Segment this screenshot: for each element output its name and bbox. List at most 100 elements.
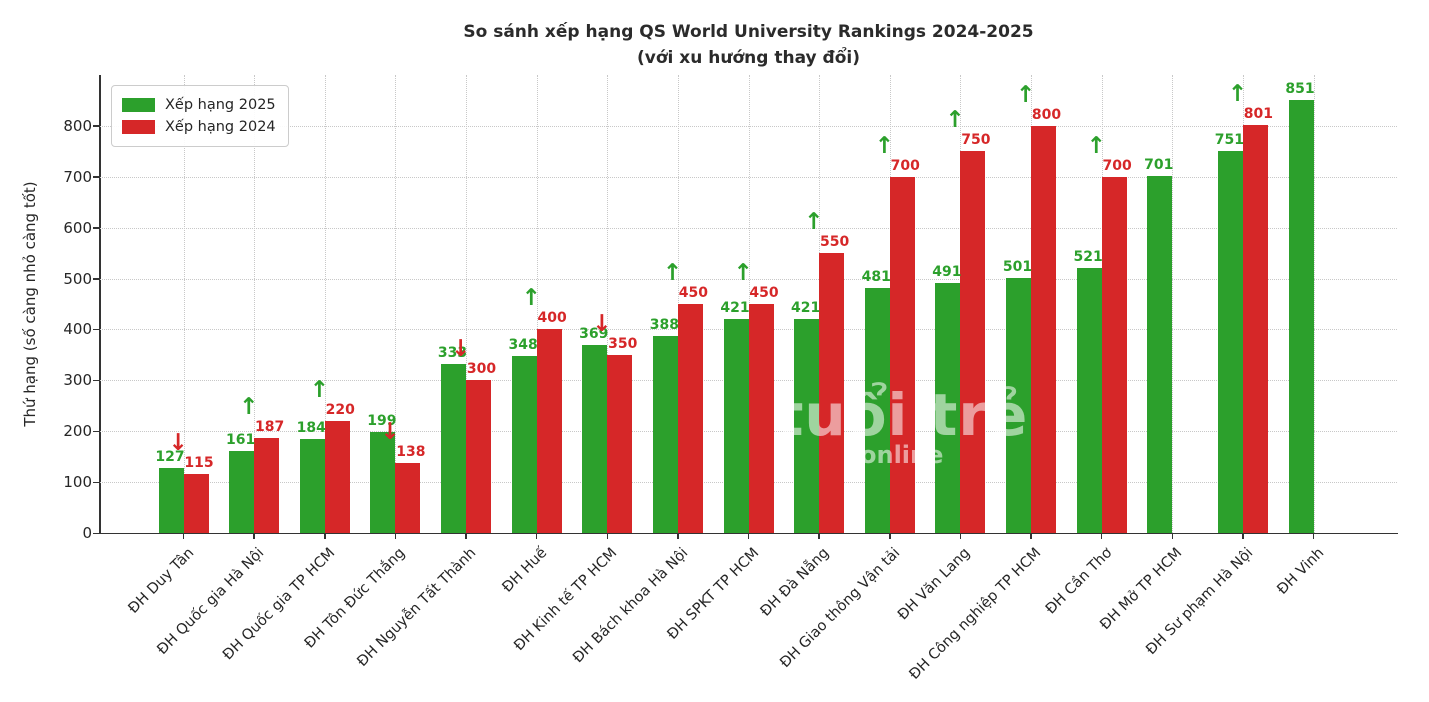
legend-item-2025: Xếp hạng 2025 (122, 94, 276, 116)
value-label-2025: 161 (226, 432, 256, 449)
y-tick-label: 600 (63, 218, 92, 237)
trend-up-icon: ↑ (874, 132, 895, 159)
value-label-2024: 700 (1102, 157, 1132, 174)
value-label-2024: 220 (325, 402, 355, 419)
x-tick-mark (889, 534, 891, 539)
bar-2025 (652, 335, 678, 533)
value-label-2025: 388 (649, 316, 679, 333)
chart-subtitle: (với xu hướng thay đổi) (637, 48, 860, 68)
trend-up-icon: ↑ (521, 285, 541, 312)
x-tick-label: ĐH Duy Tân (125, 545, 197, 617)
bar-2025 (1288, 99, 1314, 533)
x-tick-mark (465, 534, 467, 539)
x-gridline (466, 75, 467, 533)
y-tick-mark (93, 227, 99, 229)
x-gridline (395, 75, 397, 533)
bar-2025 (1147, 176, 1173, 533)
bar-2024 (607, 354, 633, 533)
value-label-2025: 184 (296, 420, 326, 437)
value-label-2025: 421 (791, 299, 821, 316)
bar-2025 (582, 345, 608, 533)
y-tick-label: 200 (63, 422, 92, 441)
bar-2024 (324, 421, 350, 533)
value-label-2025: 701 (1144, 157, 1174, 174)
bar-2025 (229, 451, 255, 533)
trend-down-icon: ↓ (451, 336, 471, 363)
chart-title: So sánh xếp hạng QS World University Ran… (463, 22, 1034, 42)
y-tick-mark (93, 125, 99, 127)
bar-2024 (960, 151, 986, 533)
x-tick-mark (324, 534, 326, 539)
trend-up-icon: ↑ (1227, 81, 1248, 108)
x-gridline (1313, 75, 1315, 533)
x-axis-spine (99, 532, 1398, 534)
value-label-2025: 421 (720, 299, 750, 316)
x-gridline (1172, 75, 1174, 533)
x-tick-mark (1030, 534, 1032, 539)
x-tick-mark (606, 534, 608, 539)
x-tick-mark (747, 534, 750, 539)
x-tick-mark (1242, 534, 1244, 539)
bar-2024 (466, 380, 491, 533)
trend-down-icon: ↓ (168, 430, 188, 457)
value-label-2024: 550 (820, 234, 850, 251)
x-tick-mark (1171, 534, 1173, 539)
bar-2024 (748, 304, 774, 533)
trend-up-icon: ↑ (662, 260, 683, 286)
y-tick-label: 700 (63, 167, 92, 186)
bar-2024 (1101, 176, 1127, 533)
bar-2025 (1006, 278, 1031, 533)
y-axis-spine (99, 75, 101, 534)
x-tick-mark (959, 534, 962, 539)
legend: Xếp hạng 2025 Xếp hạng 2024 (111, 85, 289, 147)
x-gridline (324, 75, 326, 533)
y-tick-mark (93, 532, 99, 534)
value-label-2025: 333 (437, 344, 468, 361)
value-label-2024: 115 (184, 455, 214, 472)
x-tick-mark (253, 534, 255, 539)
bar-2024 (677, 304, 703, 533)
bar-2024 (395, 462, 421, 533)
legend-label-2024: Xếp hạng 2024 (165, 119, 276, 135)
value-label-2025: 127 (155, 449, 185, 466)
value-label-2024: 800 (1031, 106, 1062, 123)
y-tick-mark (93, 328, 99, 331)
value-label-2024: 801 (1243, 106, 1273, 123)
value-label-2024: 138 (396, 443, 426, 460)
bar-2025 (441, 363, 466, 533)
value-label-2025: 851 (1285, 80, 1315, 97)
bar-2024 (889, 176, 915, 533)
x-tick-mark (394, 534, 397, 539)
trend-down-icon: ↓ (592, 310, 612, 337)
value-label-2024: 350 (608, 335, 638, 352)
value-label-2024: 300 (466, 361, 497, 378)
x-gridline (183, 75, 185, 533)
trend-down-icon: ↓ (380, 418, 400, 445)
bar-2024 (819, 253, 845, 533)
bar-2025 (864, 288, 890, 533)
trend-up-icon: ↑ (945, 107, 965, 134)
trend-up-icon: ↑ (733, 260, 753, 286)
y-tick-label: 100 (63, 473, 92, 492)
value-label-2024: 400 (537, 310, 567, 327)
legend-swatch-2025 (122, 98, 155, 112)
y-tick-label: 0 (82, 524, 92, 542)
bar-2025 (723, 318, 749, 533)
y-tick-mark (93, 176, 99, 178)
bar-2025 (935, 283, 961, 533)
bar-2024 (254, 437, 280, 533)
x-tick-mark (1312, 534, 1315, 539)
bar-2024 (536, 329, 562, 533)
x-tick-mark (1100, 534, 1103, 539)
y-tick-label: 800 (63, 116, 92, 135)
bar-2025 (370, 431, 396, 533)
y-tick-mark (93, 379, 99, 382)
x-tick-mark (818, 534, 820, 539)
x-tick-mark (182, 534, 185, 539)
bar-2024 (183, 474, 209, 533)
bar-2025 (794, 318, 820, 533)
legend-swatch-2024 (122, 120, 155, 134)
legend-item-2024: Xếp hạng 2024 (122, 116, 276, 138)
y-tick-label: 300 (63, 371, 92, 390)
